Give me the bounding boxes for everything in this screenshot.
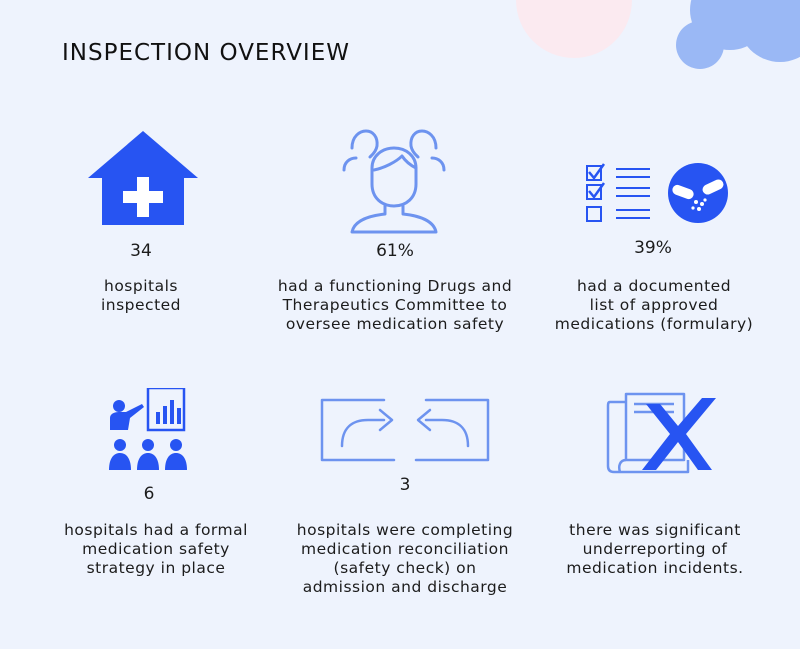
stat-label-safety-strategy: hospitals had a formal medication safety…: [64, 521, 248, 577]
stat-label-dtc-committee: had a functioning Drugs and Therapeutics…: [277, 277, 513, 333]
document-cross-icon: [606, 392, 716, 474]
checklist-pills-icon: [586, 163, 728, 223]
pink-circle-decoration: [516, 0, 632, 58]
stat-value-dtc-committee: 61%: [376, 241, 414, 261]
stat-value-reconciliation: 3: [399, 475, 411, 495]
stat-value-formulary: 39%: [634, 238, 672, 258]
stat-label-underreporting: there was significant underreporting of …: [566, 521, 744, 577]
person-group-outline-icon: [342, 129, 446, 234]
stat-label-formulary: had a documented list of approved medica…: [554, 277, 754, 333]
stat-value-safety-strategy: 6: [143, 484, 155, 504]
stat-label-hospitals-inspected: hospitals inspected: [100, 277, 182, 314]
blue-blob-decoration: [676, 0, 800, 69]
presentation-audience-icon: [109, 388, 187, 470]
page-title: INSPECTION OVERVIEW: [62, 40, 350, 66]
stat-label-reconciliation: hospitals were completing medication rec…: [296, 521, 514, 596]
stat-value-hospitals-inspected: 34: [130, 241, 152, 261]
house-cross-icon: [88, 131, 198, 225]
exchange-arrows-icon: [320, 398, 490, 462]
